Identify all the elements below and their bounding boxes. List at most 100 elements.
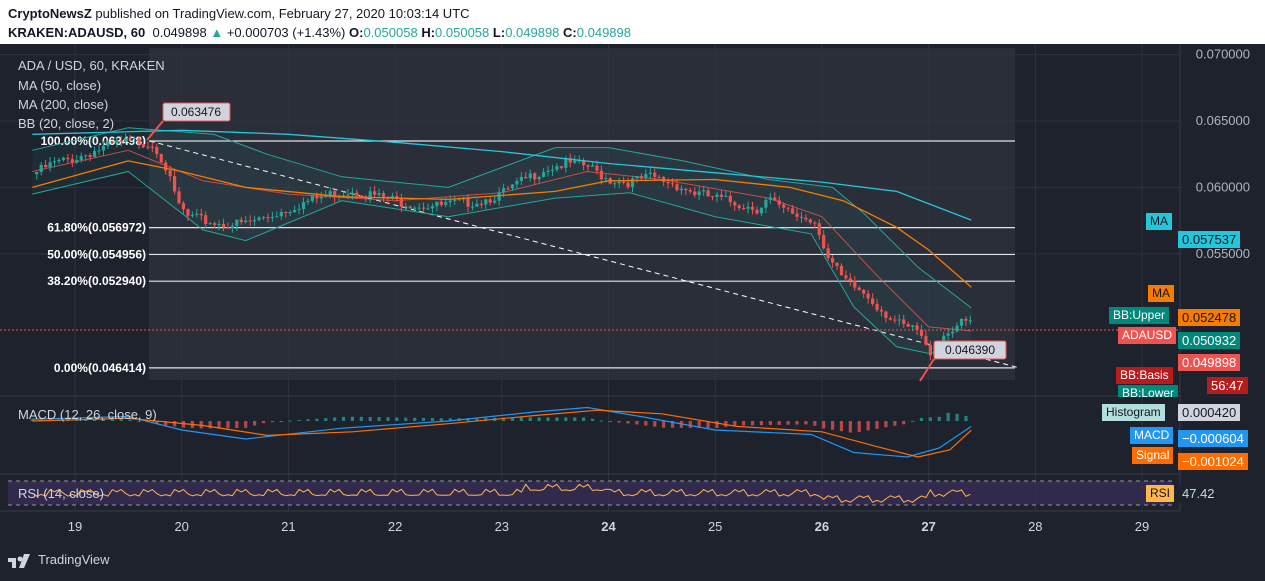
tradingview-icon bbox=[8, 553, 30, 568]
candle-body bbox=[275, 216, 279, 218]
candle-body bbox=[515, 180, 519, 185]
candle-body bbox=[266, 217, 270, 219]
candle-body bbox=[897, 319, 901, 321]
publisher-line: CryptoNewsZ published on TradingView.com… bbox=[8, 6, 470, 21]
candle-body bbox=[590, 165, 595, 167]
chart-canvas[interactable]: 100.00%(0.063498) 61.80%(0.056972) 50.00%(… bbox=[0, 44, 1265, 544]
macd-histogram-bar bbox=[573, 417, 577, 421]
callout-high-box bbox=[162, 102, 231, 122]
macd-histogram-bar bbox=[359, 416, 363, 421]
macd-histogram-bar bbox=[430, 418, 435, 421]
macd-histogram-bar bbox=[635, 421, 639, 425]
macd-histogram-bar bbox=[510, 417, 515, 421]
signal-line bbox=[32, 409, 972, 458]
candle-body bbox=[915, 325, 919, 330]
macd-histogram-bar bbox=[537, 417, 541, 421]
candle-body bbox=[644, 173, 648, 179]
macd-histogram-bar bbox=[475, 418, 479, 421]
legend-ma50: MA (50, close) bbox=[18, 78, 102, 93]
fib-label-4: 0.00%(0.046414) bbox=[54, 361, 146, 375]
macd-histogram-bar bbox=[306, 419, 310, 421]
candle-body bbox=[822, 234, 826, 249]
callout-low-box bbox=[933, 340, 1007, 360]
candle-body bbox=[253, 219, 257, 222]
macd-histogram-bar bbox=[795, 421, 799, 425]
candle-body bbox=[595, 165, 599, 171]
candle-body bbox=[190, 214, 194, 216]
fib-retracement: 100.00%(0.063498) 61.80%(0.056972) 50.00%(… bbox=[41, 134, 1015, 375]
macd-histogram-bar bbox=[377, 417, 381, 421]
chart-header: CryptoNewsZ published on TradingView.com… bbox=[0, 0, 1265, 44]
candle-body bbox=[426, 208, 430, 210]
bb-lower-tag: BB:Lower bbox=[1118, 385, 1179, 397]
candle-body bbox=[488, 199, 492, 203]
macd-histogram-bar bbox=[208, 421, 212, 429]
macd-histogram-bar bbox=[270, 421, 274, 422]
publisher-name[interactable]: CryptoNewsZ bbox=[8, 6, 92, 21]
macd-histogram-bar bbox=[172, 421, 177, 427]
candle-body bbox=[688, 190, 692, 192]
candle-body bbox=[910, 325, 915, 327]
candle-body bbox=[968, 320, 972, 322]
candle-body bbox=[928, 344, 932, 356]
candle-body bbox=[350, 192, 355, 195]
candles bbox=[35, 133, 972, 361]
candle-body bbox=[528, 173, 532, 179]
macd-histogram-bar bbox=[653, 421, 657, 427]
candle-body bbox=[244, 220, 248, 223]
candle-body bbox=[239, 219, 243, 223]
candle-body bbox=[377, 193, 381, 195]
high-value: 0.050058 bbox=[435, 25, 490, 40]
candle-body bbox=[57, 159, 61, 162]
candle-body bbox=[137, 138, 141, 145]
macd-histogram-bar bbox=[599, 420, 603, 422]
macd-histogram-bar bbox=[902, 421, 906, 425]
candle-body bbox=[448, 200, 452, 203]
candle-body bbox=[230, 225, 234, 229]
macd-histogram-bar bbox=[670, 421, 675, 428]
candle-body bbox=[319, 196, 323, 199]
candle-body bbox=[564, 158, 568, 168]
candle-body bbox=[404, 206, 408, 208]
candle-body bbox=[759, 207, 764, 214]
published-text: published on TradingView.com, February 2… bbox=[95, 6, 470, 21]
macd-histogram-bar bbox=[804, 421, 808, 425]
candle-body bbox=[719, 194, 724, 197]
rsi-line bbox=[32, 483, 971, 503]
bb-lower-line bbox=[32, 170, 972, 354]
signal-tag: Signal bbox=[1132, 447, 1174, 464]
macd-histogram-bar bbox=[937, 416, 941, 421]
candle-body bbox=[693, 191, 697, 196]
callout-low-text: 0.046390 bbox=[945, 343, 995, 357]
macd-histogram-bar bbox=[110, 419, 114, 421]
candle-body bbox=[870, 298, 875, 305]
macd-histogram-bar bbox=[181, 421, 186, 428]
candle-body bbox=[164, 162, 168, 171]
candle-body bbox=[737, 205, 741, 209]
macd-histogram-bar bbox=[297, 419, 301, 421]
candle-body bbox=[70, 159, 74, 163]
macd-histogram-bar bbox=[582, 417, 586, 421]
candle-body bbox=[639, 176, 643, 179]
macd-histogram-bar bbox=[30, 419, 34, 421]
macd-histogram-bar bbox=[404, 417, 408, 421]
candle-body bbox=[777, 200, 781, 205]
candle-body bbox=[208, 223, 212, 225]
candle-body bbox=[75, 160, 79, 163]
candle-body bbox=[657, 176, 661, 178]
candle-body bbox=[733, 202, 737, 206]
candle-body bbox=[613, 183, 617, 185]
candle-body bbox=[653, 172, 657, 177]
candle-body bbox=[666, 181, 670, 184]
candle-body bbox=[217, 223, 221, 225]
tradingview-logo[interactable]: TradingView bbox=[8, 552, 110, 568]
macd-histogram-bar bbox=[501, 417, 506, 421]
macd-histogram-bar bbox=[324, 418, 328, 421]
candle-body bbox=[413, 207, 417, 209]
candle-body bbox=[44, 164, 48, 168]
candle-body bbox=[128, 138, 132, 140]
macd-histogram-bar bbox=[546, 417, 550, 421]
high-label: H: bbox=[421, 25, 436, 40]
adausd-tag: ADAUSD bbox=[1118, 327, 1177, 344]
price-tick-label: 0.055000 bbox=[1196, 246, 1250, 261]
